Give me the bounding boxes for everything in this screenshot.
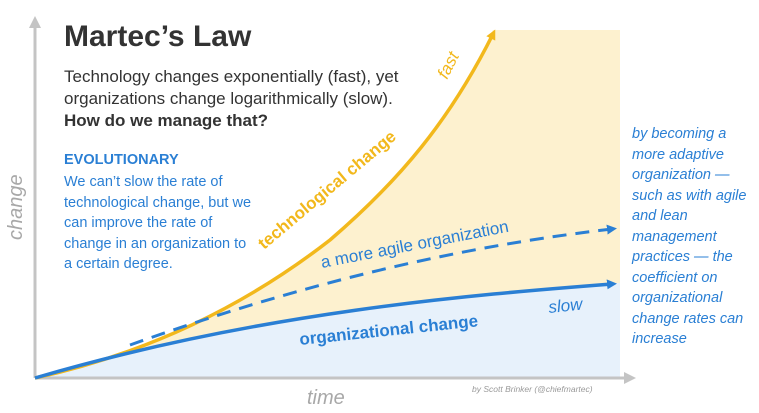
adaptive-organization-note: by becoming a more adaptive organization… — [632, 126, 747, 347]
fast-label: fast — [434, 48, 464, 82]
y-axis-label: change — [5, 174, 27, 240]
intro-statement: Technology changes exponentially (fast),… — [64, 67, 399, 108]
agile-organization-curve — [129, 224, 617, 347]
evolutionary-heading: EVOLUTIONARY — [64, 152, 179, 168]
organizational-area — [35, 283, 620, 378]
page-title: Martec’s Law — [64, 20, 252, 53]
technology-gap-area — [35, 30, 620, 378]
organizational-change-curve — [34, 279, 617, 380]
technological-change-curve — [34, 29, 496, 380]
evolutionary-body: We can’t slow the rate of technological … — [64, 174, 252, 272]
intro-question: How do we manage that? — [64, 111, 269, 130]
author-credit: by Scott Brinker (@chiefmartec) — [472, 384, 593, 394]
slow-label: slow — [547, 294, 585, 317]
x-axis-label: time — [307, 387, 345, 409]
intro-text: Technology changes exponentially (fast),… — [64, 66, 404, 132]
